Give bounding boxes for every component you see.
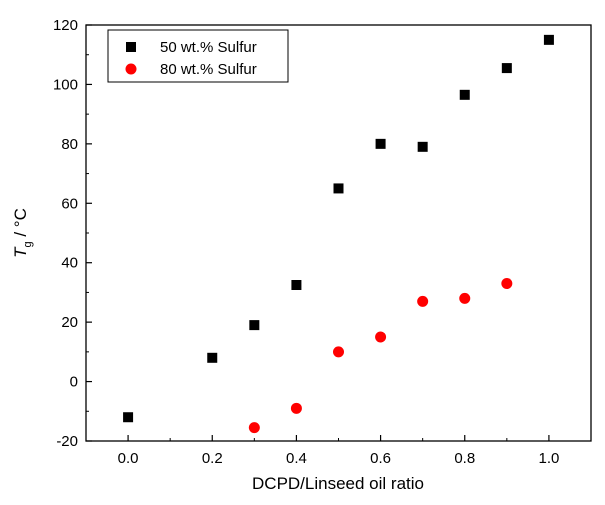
x-tick-label: 0.4 [286,450,307,467]
legend-box [107,29,289,83]
legend-label-1: 50 wt.% Sulfur [160,39,257,56]
x-tick-label: 0.2 [202,450,223,467]
data-point-series-1 [291,280,302,290]
x-axis-title: DCPD/Linseed oil ratio [252,474,424,493]
legend-marker-1 [126,42,136,52]
data-point-series-1 [501,63,512,74]
data-marks [123,34,554,434]
data-point-series-1 [333,183,344,194]
y-axis-subscript: g [22,241,34,247]
x-tick-label: 0.0 [118,450,139,467]
y-tick-label: 120 [53,17,78,34]
x-tick-label: 0.8 [454,450,475,467]
y-axis-unit: / °C [11,208,30,241]
y-tick-label: 100 [53,76,78,93]
data-point-series-1 [249,320,260,331]
axis-ticks: 0.0 0.2 0.4 0.6 0.8 1.0 -20 0 20 40 60 80 100 120 [53,17,559,467]
data-point-series-1 [417,141,428,152]
y-tick-label: -20 [56,433,78,450]
legend-label-2: 80 wt.% Sulfur [160,61,257,78]
legend-marker-2 [125,63,137,75]
data-point-series-2 [290,402,302,414]
y-tick-label: 60 [61,195,78,212]
plot-area [85,24,592,442]
y-tick-label: 40 [61,255,78,272]
legend: 50 wt.% Sulfur 80 wt.% Sulfur [107,29,289,83]
data-point-series-1 [207,352,218,363]
data-point-series-2 [375,331,387,343]
data-point-series-1 [123,412,134,423]
data-point-series-1 [543,34,554,45]
y-tick-label: 20 [61,314,78,331]
x-tick-label: 0.6 [370,450,391,467]
data-point-series-2 [248,422,260,434]
data-point-series-2 [333,346,344,358]
y-axis-title: Tg / °C [11,208,34,258]
data-point-series-2 [417,295,429,307]
data-point-series-1 [375,138,386,149]
y-tick-label: 80 [61,136,78,153]
data-point-series-2 [501,278,513,290]
data-point-series-1 [459,89,470,100]
y-tick-label: 0 [70,374,78,391]
y-axis-symbol: T [11,246,30,258]
data-point-series-2 [459,292,471,304]
x-tick-label: 1.0 [538,450,559,467]
